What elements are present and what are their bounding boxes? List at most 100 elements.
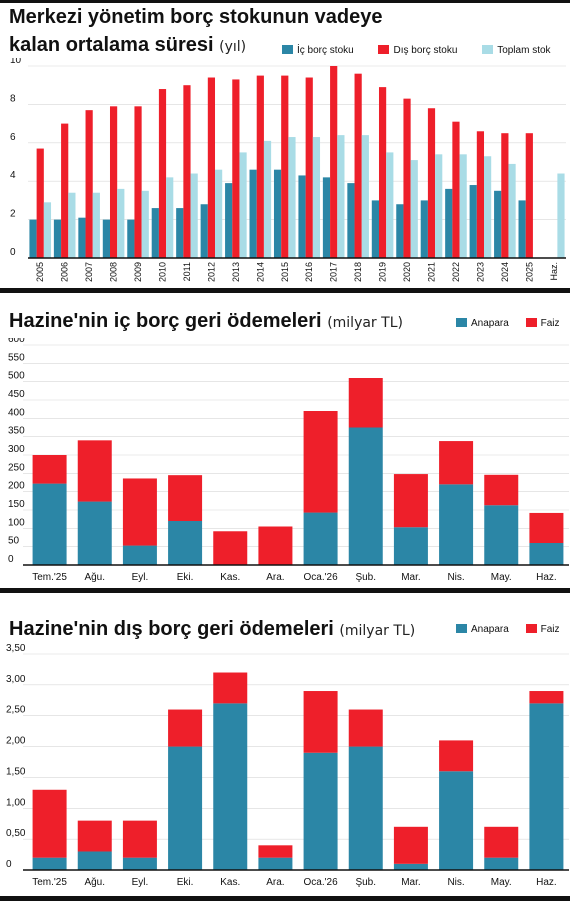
chart2-bar-faiz xyxy=(168,475,203,521)
legend-label-dis: Dış borç stoku xyxy=(393,45,458,56)
chart1-bar-ic xyxy=(273,169,282,258)
chart2-plot: 0 50 100 150 200 250 300 350 400 450 500 550 600 Tem.… xyxy=(8,338,569,583)
chart1-bar-toplam xyxy=(141,190,149,258)
chart2-bar-faiz xyxy=(348,378,383,428)
chart1-x-label: 2021 xyxy=(427,262,437,282)
chart2-bar-anapara xyxy=(122,545,157,565)
chart1-x-label: 2020 xyxy=(402,262,412,282)
chart2-x-label: Nis. xyxy=(447,572,464,583)
chart3-bar-faiz xyxy=(393,826,428,864)
chart3-bar-anapara xyxy=(303,752,338,870)
divider-1 xyxy=(0,288,570,293)
legend-label-toplam: Toplam stok xyxy=(497,45,551,56)
legend-swatch-ic xyxy=(282,45,293,54)
legend3-label-anapara: Anapara xyxy=(471,624,509,635)
chart3-y-tick: 2,00 xyxy=(6,736,26,747)
chart1-bar-toplam xyxy=(92,192,100,258)
chart1-bar-ic xyxy=(396,204,404,258)
chart2-bar-faiz xyxy=(529,512,564,543)
chart3-bar-faiz xyxy=(484,826,519,858)
chart1-x-label: 2012 xyxy=(206,262,216,282)
chart1-bar-toplam xyxy=(386,152,394,258)
chart3-bar-faiz xyxy=(258,845,293,858)
chart1-x-label: 2018 xyxy=(353,262,363,282)
chart2-bar-faiz xyxy=(32,455,67,484)
chart1-x-label: 2016 xyxy=(304,262,314,282)
chart1-y-tick: 0 xyxy=(10,247,16,258)
chart1-bar-dis xyxy=(452,121,460,259)
chart3-y-tick: 1,00 xyxy=(6,797,26,808)
chart1-x-label: 2017 xyxy=(329,262,339,282)
chart1-y-tick: 4 xyxy=(10,170,16,181)
chart2-y-tick: 100 xyxy=(8,517,25,528)
chart3-bar-faiz xyxy=(303,691,338,753)
chart2-y-tick: 250 xyxy=(8,462,25,473)
chart1-bar-toplam xyxy=(215,169,223,258)
chart1-title-line2: kalan ortalama süresi (yıl) xyxy=(9,34,246,57)
chart1-bar-toplam xyxy=(190,173,198,258)
chart3-bar-anapara xyxy=(258,857,293,870)
chart1-bar-ic xyxy=(494,190,502,258)
chart3-bar-anapara xyxy=(439,771,474,870)
chart3-bar-anapara xyxy=(77,851,112,870)
chart2-bar-faiz xyxy=(77,440,112,502)
chart1-bar-toplam xyxy=(68,192,76,258)
chart2-bar-anapara xyxy=(484,505,519,565)
chart2-bar-anapara xyxy=(168,521,203,565)
chart1-bar-ic xyxy=(322,177,331,258)
chart2-x-label: May. xyxy=(491,572,512,583)
chart1-bar-ic xyxy=(176,208,184,258)
chart1-x-label: 2009 xyxy=(133,262,143,282)
chart1-bar-ic xyxy=(78,217,86,258)
chart1-x-label: 2023 xyxy=(475,262,485,282)
chart2-bar-anapara xyxy=(32,483,67,565)
chart2-legend: Anapara Faiz xyxy=(456,318,560,329)
chart2-y-tick: 350 xyxy=(8,426,25,437)
chart1-x-label: 2014 xyxy=(255,262,265,282)
chart2-x-label: Ara. xyxy=(266,572,284,583)
chart2-y-tick: 150 xyxy=(8,499,25,510)
chart1-y-tick: 8 xyxy=(10,93,16,104)
chart3-bar-anapara xyxy=(348,746,383,870)
chart1-x-label: 2010 xyxy=(158,262,168,282)
chart1-x-label: 2013 xyxy=(231,262,241,282)
chart3-bar-faiz xyxy=(348,709,383,747)
chart2-x-label: Tem.'25 xyxy=(32,572,67,583)
chart1-x-label: 2006 xyxy=(60,262,70,282)
chart2-bar-faiz xyxy=(258,526,293,565)
chart1-bar-ic xyxy=(298,175,306,258)
chart3-x-label: Kas. xyxy=(220,877,240,888)
chart1-bar-ic xyxy=(102,219,110,258)
chart2-unit: (milyar TL) xyxy=(327,315,403,331)
chart2-title: Hazine'nin iç borç geri ödemeleri (milya… xyxy=(9,310,403,333)
chart1-bar-toplam xyxy=(435,154,443,258)
chart3-x-label: Tem.'25 xyxy=(32,877,67,888)
chart3-plot: 0 0,50 1,00 1,50 2,00 2,50 3,00 3,50 Tem.'25 Ağu.… xyxy=(6,644,569,888)
chart3-bar-anapara xyxy=(32,857,67,870)
chart3-x-label: Şub. xyxy=(355,877,376,888)
chart2-bar-anapara xyxy=(77,501,112,565)
chart1-bar-toplam xyxy=(410,160,418,258)
chart2-y-tick: 50 xyxy=(8,536,20,547)
chart2-bar-faiz xyxy=(213,531,248,565)
chart3-bar-faiz xyxy=(439,740,474,772)
chart1-bar-dis xyxy=(61,123,69,258)
chart1-bar-ic xyxy=(200,204,208,258)
chart3-x-label: May. xyxy=(491,877,512,888)
chart1-bar-dis xyxy=(305,77,313,258)
top-rule xyxy=(0,0,570,3)
chart1-bar-ic xyxy=(151,208,159,258)
chart1-bar-dis xyxy=(330,66,338,258)
chart1-bar-ic xyxy=(518,200,526,258)
chart3-bar-anapara xyxy=(393,863,428,870)
chart1-y-tick: 10 xyxy=(10,58,22,66)
chart1-bar-dis xyxy=(134,106,142,258)
chart3-title-text: Hazine'nin dış borç geri ödemeleri xyxy=(9,618,334,640)
chart2-y-tick: 450 xyxy=(8,389,25,400)
chart1-x-label: 2025 xyxy=(524,262,534,282)
chart1-bar-toplam xyxy=(459,154,467,258)
legend3-swatch-anapara xyxy=(456,624,467,633)
chart1-bar-ic xyxy=(29,219,37,258)
chart1-y-tick: 2 xyxy=(10,209,16,220)
chart1-bar-dis xyxy=(109,106,118,258)
